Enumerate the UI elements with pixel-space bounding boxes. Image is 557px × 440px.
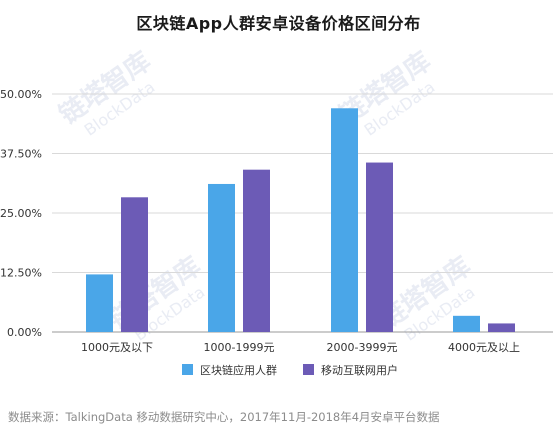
y-axis: 0.00% 12.50% 25.00% 37.50% 50.00%	[0, 88, 42, 339]
x-tick-label: 4000元及以上	[448, 341, 520, 354]
bars	[86, 108, 515, 332]
y-tick-label: 0.00%	[7, 326, 42, 339]
bar-1-4	[453, 315, 480, 332]
legend-label-1: 区块链应用人群	[200, 363, 277, 377]
x-tick-label: 2000-3999元	[327, 341, 398, 354]
legend-swatch-1	[182, 364, 193, 375]
chart-title: 区块链App人群安卓设备价格区间分布	[136, 14, 421, 33]
x-tick-label: 1000-1999元	[204, 341, 275, 354]
bar-2-4	[488, 323, 515, 332]
x-tick-label: 1000元及以下	[81, 341, 153, 354]
bar-2-2	[243, 169, 270, 332]
y-tick-label: 37.50%	[0, 148, 42, 161]
bar-2-3	[366, 162, 393, 332]
y-tick-label: 25.00%	[0, 207, 42, 220]
y-tick-label: 12.50%	[0, 267, 42, 280]
legend-label-2: 移动互联网用户	[321, 363, 398, 377]
legend-swatch-2	[303, 364, 314, 375]
x-axis: 1000元及以下 1000-1999元 2000-3999元 4000元及以上	[81, 341, 520, 354]
source-footnote: 数据来源：TalkingData 移动数据研究中心，2017年11月-2018年…	[8, 410, 440, 424]
bar-2-1	[121, 197, 148, 332]
y-tick-label: 50.00%	[0, 88, 42, 101]
bar-1-2	[208, 183, 235, 332]
legend: 区块链应用人群 移动互联网用户	[182, 363, 398, 377]
bar-1-1	[86, 274, 113, 332]
bar-1-3	[331, 108, 358, 332]
